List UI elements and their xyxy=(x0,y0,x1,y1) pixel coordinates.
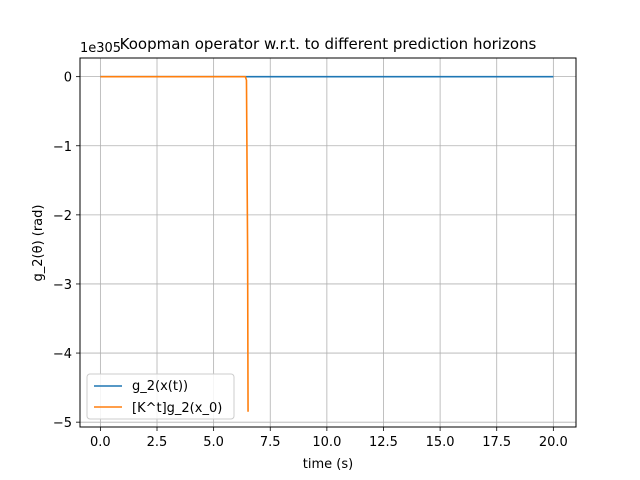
y-tick-label: −2 xyxy=(53,209,72,224)
y-axis-label: g_2(θ) (rad) xyxy=(31,205,46,282)
y-tick-label: 0 xyxy=(64,71,72,86)
y-tick-label: −3 xyxy=(53,278,72,293)
y-offset-label: 1e305 xyxy=(80,41,121,56)
series-layer xyxy=(100,75,554,412)
x-tick-label: 20.0 xyxy=(539,435,568,450)
x-tick-label: 10.0 xyxy=(312,435,341,450)
series-line-2 xyxy=(100,75,249,412)
x-tick-label: 17.5 xyxy=(482,435,511,450)
plot-frame xyxy=(79,57,577,428)
x-tick-label: 12.5 xyxy=(369,435,398,450)
y-axis: 0 −1 −2 −3 −4 −5 xyxy=(53,71,80,431)
legend-label-series-1: g_2(x(t)) xyxy=(132,379,188,394)
x-tick-label: 7.5 xyxy=(260,435,281,450)
y-tick-label: −5 xyxy=(53,416,72,431)
x-axis: 0.0 2.5 5.0 7.5 10.0 12.5 15.0 17.5 20.0 xyxy=(90,427,568,450)
chart-title: Koopman operator w.r.t. to different pre… xyxy=(120,35,537,53)
legend: g_2(x(t)) [K^t]g_2(x_0) xyxy=(86,373,235,420)
x-tick-label: 0.0 xyxy=(90,435,111,450)
legend-box xyxy=(86,373,235,420)
legend-label-series-2: [K^t]g_2(x_0) xyxy=(132,401,222,416)
x-axis-label: time (s) xyxy=(303,457,353,472)
y-tick-label: −1 xyxy=(53,140,72,155)
y-tick-label: −4 xyxy=(53,347,72,362)
x-tick-label: 15.0 xyxy=(426,435,455,450)
x-tick-label: 5.0 xyxy=(203,435,224,450)
x-tick-label: 2.5 xyxy=(147,435,168,450)
